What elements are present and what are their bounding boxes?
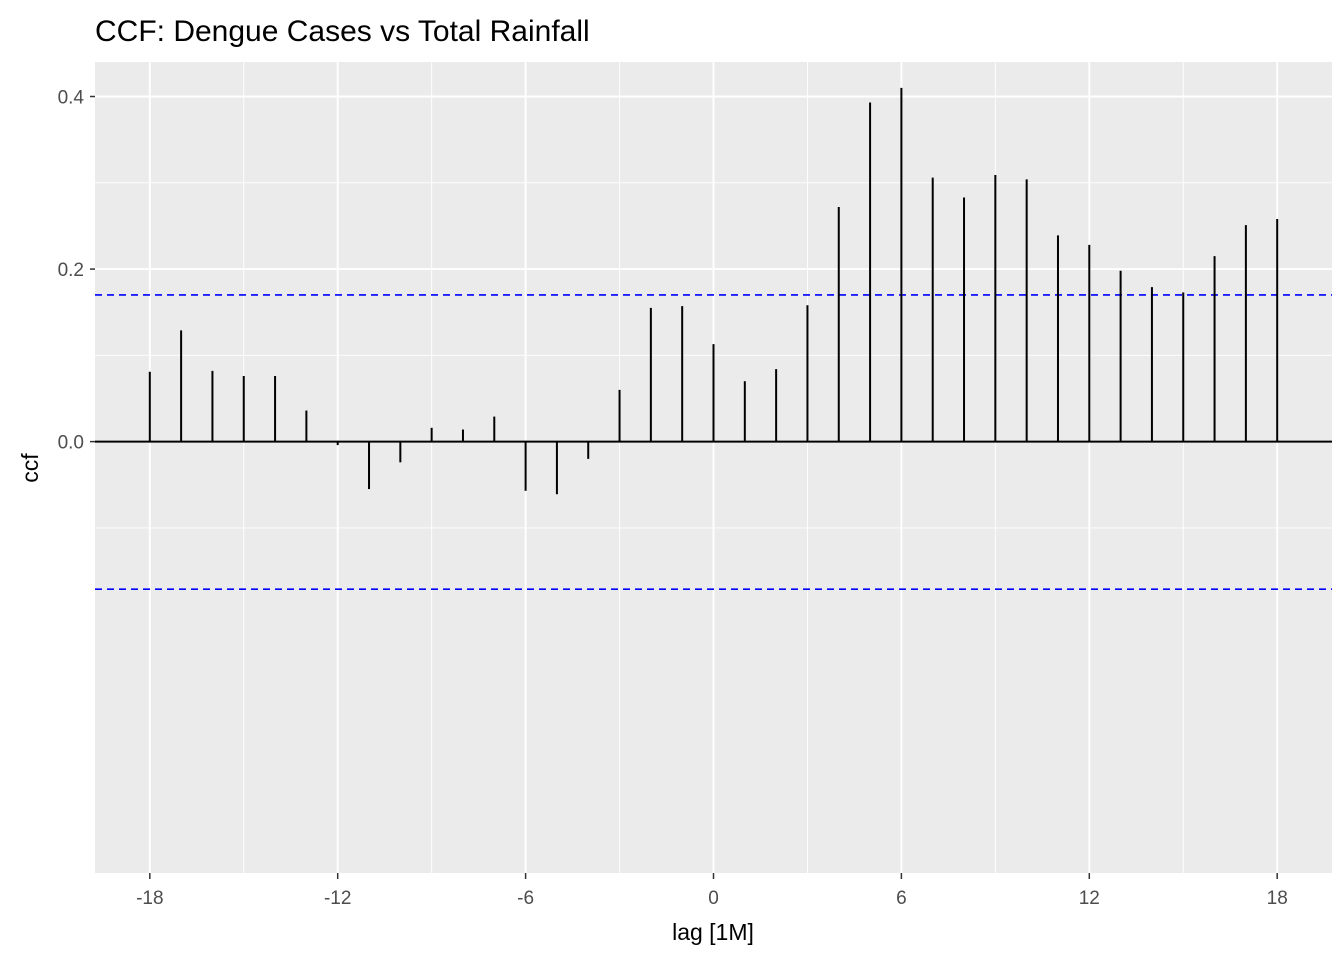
y-axis: 0.0 0.2 0.4 — [58, 88, 95, 454]
x-tick-label: 0 — [708, 888, 719, 909]
y-tick-label: 0.4 — [58, 88, 85, 109]
y-tick-label: 0.0 — [58, 433, 84, 454]
x-axis: -18 -12 -6 0 6 12 18 — [136, 873, 1288, 909]
y-tick-label: 0.2 — [58, 260, 84, 281]
ccf-bars — [148, 87, 1279, 495]
confidence-bounds — [95, 294, 1332, 590]
grid-major — [95, 62, 1332, 873]
x-tick-label: -12 — [324, 888, 351, 909]
x-tick-label: 6 — [896, 888, 907, 909]
x-tick-label: -6 — [517, 888, 534, 909]
x-tick-label: 18 — [1267, 888, 1288, 909]
x-tick-label: -18 — [136, 888, 163, 909]
y-axis-title: ccf — [17, 453, 43, 483]
chart-title: CCF: Dengue Cases vs Total Rainfall — [95, 15, 590, 48]
grid-minor — [95, 62, 1332, 873]
x-tick-label: 12 — [1079, 888, 1100, 909]
x-axis-title: lag [1M] — [672, 919, 754, 945]
